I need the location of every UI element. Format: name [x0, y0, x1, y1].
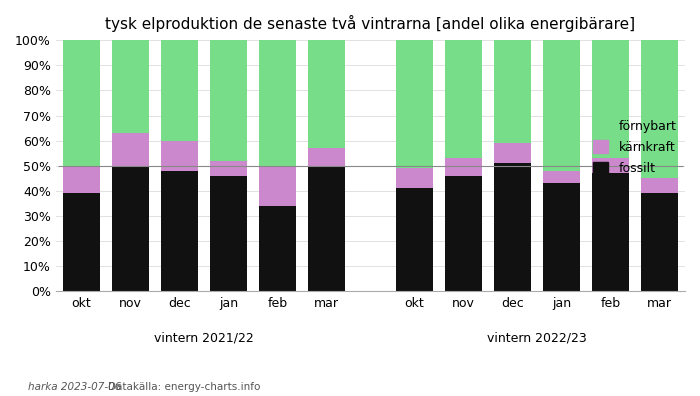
Text: Datakälla: energy-charts.info: Datakälla: energy-charts.info	[108, 382, 261, 392]
Bar	[63, 166, 100, 194]
Text: harka 2023-07-06: harka 2023-07-06	[28, 382, 121, 392]
Bar	[445, 158, 482, 176]
Bar	[543, 40, 580, 171]
Bar	[592, 158, 629, 173]
Bar	[259, 206, 295, 291]
Bar	[308, 40, 344, 148]
Bar	[494, 40, 531, 143]
Bar	[161, 141, 197, 171]
Bar	[210, 161, 246, 176]
Bar	[396, 168, 433, 188]
Bar	[112, 40, 149, 133]
Legend: förnybart, kärnkraft, fossilt: förnybart, kärnkraft, fossilt	[591, 117, 679, 178]
Bar	[308, 166, 344, 291]
Bar	[592, 40, 629, 158]
Bar	[396, 40, 433, 168]
Bar	[308, 148, 344, 166]
Bar	[445, 40, 482, 158]
Bar	[63, 194, 100, 291]
Bar	[63, 40, 100, 166]
Bar	[161, 40, 197, 141]
Bar	[641, 40, 678, 178]
Bar	[543, 171, 580, 183]
Bar	[259, 166, 295, 206]
Bar	[112, 166, 149, 291]
Bar	[592, 173, 629, 291]
Text: vintern 2022/23: vintern 2022/23	[487, 332, 587, 345]
Bar	[259, 40, 295, 166]
Bar	[210, 176, 246, 291]
Text: vintern 2021/22: vintern 2021/22	[154, 332, 253, 345]
Bar	[210, 40, 246, 161]
Bar	[494, 143, 531, 163]
Bar	[494, 163, 531, 291]
Bar	[396, 188, 433, 291]
Bar	[112, 133, 149, 166]
Bar	[543, 183, 580, 291]
Title: tysk elproduktion de senaste två vintrarna [andel olika energibärare]: tysk elproduktion de senaste två vintrar…	[105, 15, 636, 32]
Bar	[641, 194, 678, 291]
Bar	[161, 171, 197, 291]
Bar	[641, 178, 678, 194]
Bar	[445, 176, 482, 291]
